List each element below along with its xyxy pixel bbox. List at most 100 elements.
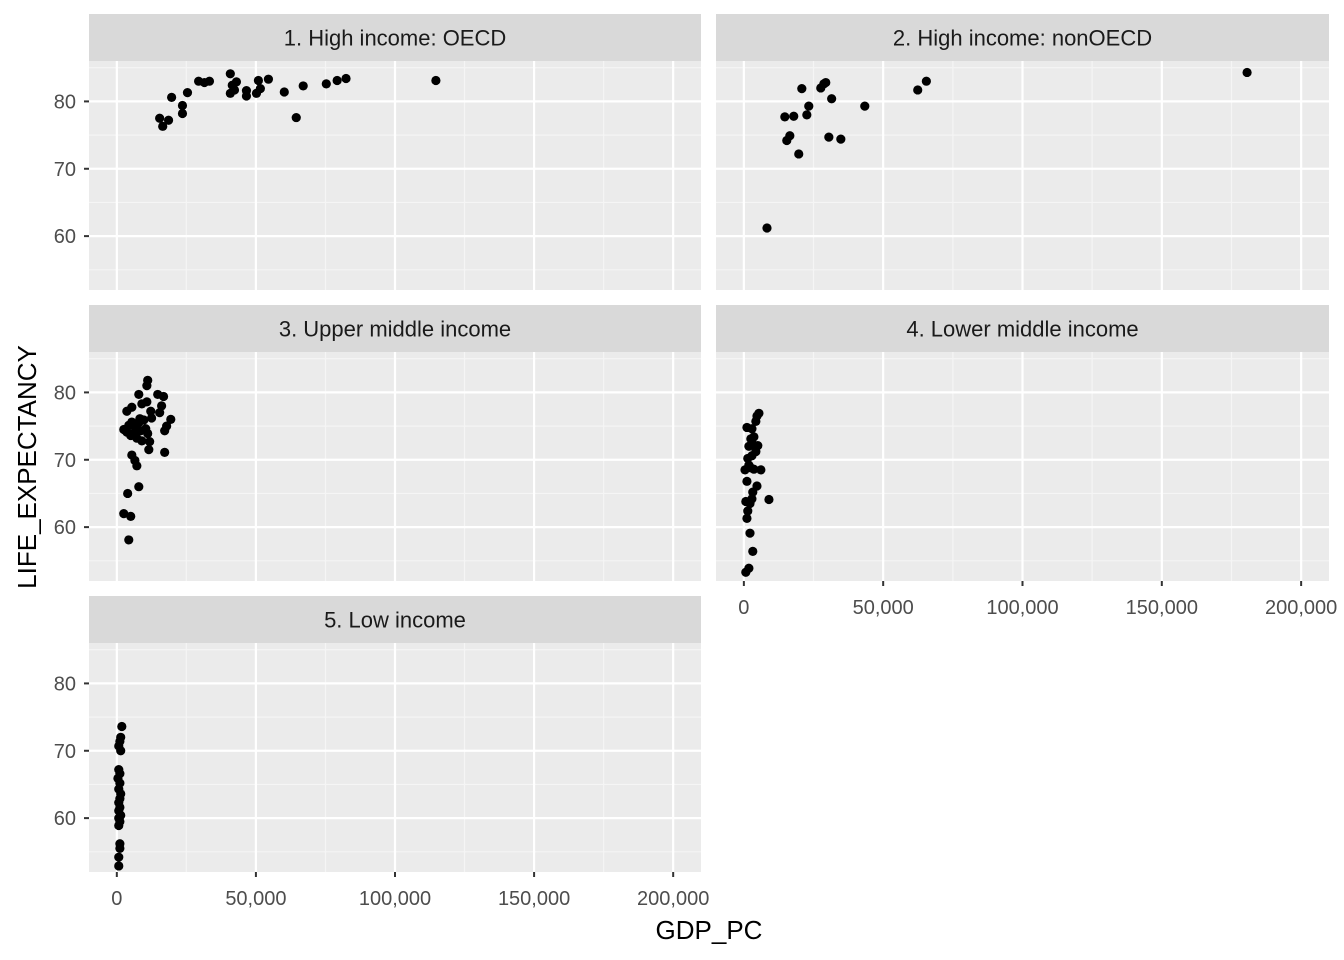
facet-strip-label: 2. High income: nonOECD xyxy=(893,26,1152,51)
data-point xyxy=(143,375,153,385)
data-point xyxy=(117,721,127,732)
data-point xyxy=(231,77,242,87)
data-point xyxy=(119,509,129,519)
y-tick-label: 70 xyxy=(54,159,76,181)
data-point xyxy=(116,732,126,742)
data-point xyxy=(744,563,754,573)
facet-strip-label: 4. Lower middle income xyxy=(906,317,1138,342)
data-point xyxy=(827,94,837,104)
data-point xyxy=(241,91,252,101)
facet-strip xyxy=(89,14,701,61)
facet-strip-label: 3. Upper middle income xyxy=(279,317,511,342)
data-point xyxy=(123,488,133,499)
data-point xyxy=(158,391,169,402)
x-tick-label: 200,000 xyxy=(637,888,709,910)
data-point xyxy=(114,852,124,862)
data-point xyxy=(166,414,176,424)
data-point xyxy=(157,401,167,411)
data-point xyxy=(114,765,124,775)
data-point xyxy=(143,428,153,439)
data-point xyxy=(160,447,170,457)
y-tick-label: 80 xyxy=(54,382,76,404)
data-point xyxy=(144,445,154,455)
y-tick-label: 60 xyxy=(54,226,76,248)
data-point xyxy=(742,513,752,523)
facet-panel: 2. High income: nonOECD xyxy=(716,14,1329,290)
facet-strip-label: 1. High income: OECD xyxy=(284,26,507,51)
data-point xyxy=(163,115,174,125)
data-point xyxy=(762,223,772,233)
data-point xyxy=(137,436,147,446)
data-point xyxy=(155,113,165,123)
data-point xyxy=(182,88,193,98)
data-point xyxy=(742,476,752,486)
data-point xyxy=(749,432,759,442)
facet-strip xyxy=(716,14,1329,61)
data-point xyxy=(836,134,846,144)
data-point xyxy=(749,464,759,474)
data-point xyxy=(132,461,142,471)
data-point xyxy=(824,132,834,142)
data-point xyxy=(177,108,188,119)
data-point xyxy=(764,494,774,505)
data-point xyxy=(747,494,757,504)
y-axis-title: LIFE_EXPECTANCY xyxy=(12,345,42,589)
facet-panel: 1. High income: OECD 60 70 80 xyxy=(54,14,701,290)
y-tick-label: 70 xyxy=(54,741,76,763)
y-tick-label: 80 xyxy=(54,673,76,695)
data-point xyxy=(860,101,870,111)
x-axis-title: GDP_PC xyxy=(656,915,763,945)
data-point xyxy=(279,87,289,97)
data-point xyxy=(126,511,136,521)
data-point xyxy=(298,81,308,91)
facet-strip xyxy=(716,305,1329,352)
x-tick-label: 50,000 xyxy=(853,597,914,619)
data-point xyxy=(756,465,766,475)
data-point xyxy=(253,75,264,86)
data-point xyxy=(780,112,790,122)
data-point xyxy=(752,411,762,421)
x-tick-label: 0 xyxy=(738,597,749,619)
data-point xyxy=(204,76,215,86)
x-tick-label: 50,000 xyxy=(225,888,286,910)
data-point xyxy=(127,402,137,412)
data-point xyxy=(225,69,235,79)
data-point xyxy=(797,84,807,94)
data-point xyxy=(921,76,931,86)
y-tick-label: 80 xyxy=(54,91,76,113)
data-point xyxy=(321,79,331,89)
facet-panel: 5. Low income 60 70 80 0 50,000 100,000 150,000… xyxy=(54,596,709,910)
data-point xyxy=(804,101,814,111)
data-point xyxy=(124,535,134,545)
data-point xyxy=(1242,67,1252,78)
data-point xyxy=(145,436,155,447)
facet-panel: 4. Lower middle income 0 50,000 100,000 150,… xyxy=(716,305,1337,619)
x-tick-label: 150,000 xyxy=(498,888,570,910)
x-tick-label: 200,000 xyxy=(1265,597,1337,619)
data-point xyxy=(743,506,753,516)
data-point xyxy=(115,839,125,849)
x-tick-label: 100,000 xyxy=(359,888,431,910)
data-point xyxy=(753,441,763,451)
data-point xyxy=(913,85,923,95)
data-point xyxy=(747,424,757,434)
data-point xyxy=(802,110,812,120)
facet-panel: 3. Upper middle income 60 70 80 xyxy=(54,305,701,581)
data-point xyxy=(146,406,156,416)
data-point xyxy=(255,84,265,94)
data-point xyxy=(167,92,177,102)
data-point xyxy=(139,415,149,425)
data-point xyxy=(785,131,795,141)
x-tick-label: 150,000 xyxy=(1126,597,1198,619)
data-point xyxy=(158,121,168,131)
y-tick-label: 60 xyxy=(54,517,76,539)
data-point xyxy=(341,73,351,84)
data-point xyxy=(794,149,804,159)
data-point xyxy=(263,74,274,84)
data-point xyxy=(114,861,124,871)
data-point xyxy=(748,546,758,556)
data-point xyxy=(291,112,301,123)
facet-strip xyxy=(89,596,701,643)
data-point xyxy=(431,75,441,86)
